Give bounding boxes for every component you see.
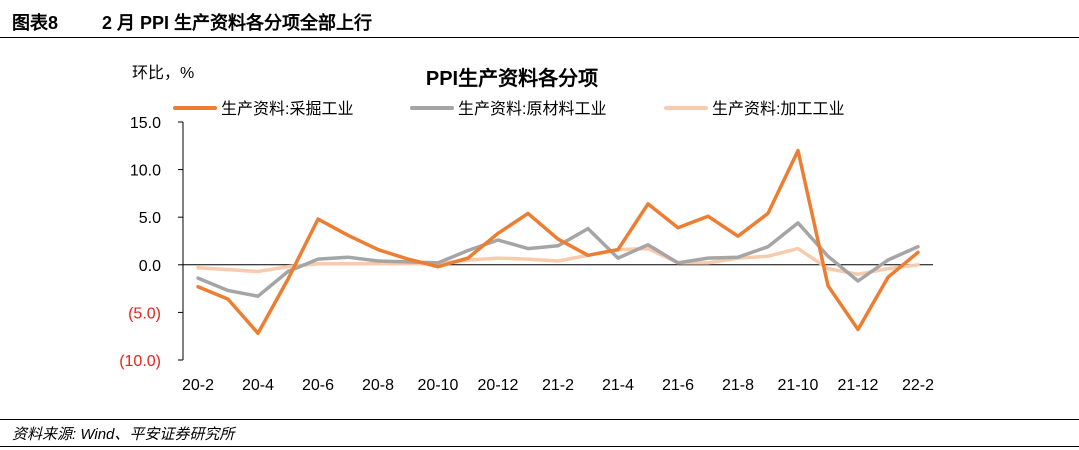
x-tick-label: 20-8 [362, 377, 394, 394]
x-tick-label: 21-10 [778, 377, 819, 394]
x-tick-label: 21-2 [542, 377, 574, 394]
x-tick-label: 21-12 [838, 377, 879, 394]
figure-title: 2 月 PPI 生产资料各分项全部上行 [102, 13, 373, 33]
legend: 生产资料:采掘工业 生产资料:原材料工业 生产资料:加工工业 [173, 100, 844, 118]
x-tick-label: 20-10 [418, 377, 459, 394]
y-tick-label: 15.0 [130, 115, 161, 132]
legend-label: 生产资料:采掘工业 [221, 100, 353, 118]
x-tick-label: 20-2 [182, 377, 214, 394]
y-tick-label: (5.0) [128, 305, 161, 322]
x-tick-label: 20-4 [242, 377, 274, 394]
footer-divider-bottom [0, 446, 1079, 447]
y-tick-label: (10.0) [119, 353, 161, 370]
series-line-3 [196, 246, 920, 277]
x-tick-label: 21-4 [602, 377, 634, 394]
legend-label: 生产资料:原材料工业 [458, 100, 606, 118]
header-divider [0, 37, 1079, 38]
y-axis-label: 环比，% [132, 64, 194, 82]
y-tick-label: 5.0 [139, 210, 161, 227]
chart-title: PPI生产资料各分项 [426, 66, 598, 90]
y-axis: 15.0 10.0 5.0 0.0 (5.0) (10.0) [119, 115, 183, 370]
report-header: 图表8 2 月 PPI 生产资料各分项全部上行 [0, 0, 1079, 38]
series-group [196, 148, 920, 336]
y-tick-label: 0.0 [139, 258, 161, 275]
x-tick-label: 20-12 [478, 377, 519, 394]
x-tick-label: 21-8 [722, 377, 754, 394]
y-tick-label: 10.0 [130, 163, 161, 180]
source-note: 资料来源: Wind、平安证券研究所 [12, 426, 235, 443]
legend-label: 生产资料:加工工业 [712, 100, 844, 118]
x-tick-label: 21-6 [662, 377, 694, 394]
x-axis: 20-2 20-4 20-6 20-8 20-10 20-12 21-2 21-4 21-6 21… [182, 377, 934, 394]
series-line-2 [196, 221, 920, 298]
line-chart: PPI生产资料各分项 环比，% 生产资料:采掘工业 生产资料:原材料工业 生产资料:… [119, 64, 934, 394]
footer-divider-top [0, 419, 1079, 420]
x-tick-label: 20-6 [302, 377, 334, 394]
series-line-1 [196, 148, 920, 336]
figure-number: 图表8 [12, 13, 59, 33]
x-tick-label: 22-2 [902, 377, 934, 394]
